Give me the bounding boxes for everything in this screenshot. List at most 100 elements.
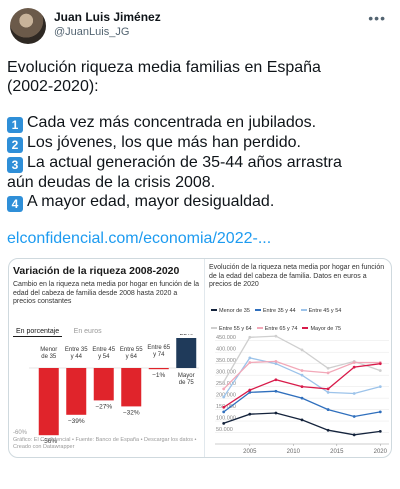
bar-category-label: Entre 65 y 74: [147, 345, 170, 358]
keycap-3-icon: 3: [7, 157, 23, 173]
legend-item: Entre 35 y 44: [254, 308, 296, 314]
bar: [176, 338, 197, 368]
image-card[interactable]: Variación de la riqueza 2008-2020 Cambio…: [8, 258, 392, 458]
data-point: [222, 421, 226, 425]
legend-label: Menor de 35: [219, 308, 250, 314]
y-tick-label: 400.000: [216, 347, 236, 353]
chart-title: Variación de la riqueza 2008-2020: [13, 265, 180, 277]
axis-tick-label: -60%: [13, 430, 28, 436]
bar-value-label: −1%: [152, 372, 165, 379]
tweet-line: (2002-2020):: [7, 78, 99, 95]
legend-label: Entre 45 y 54: [308, 308, 342, 314]
bar-value-label: 25%: [180, 334, 193, 337]
data-point: [326, 408, 330, 411]
y-tick-label: 250.000: [216, 381, 236, 387]
list-item: 2 Los jóvenes, los que más han perdido.: [7, 133, 395, 153]
y-tick-label: 50.000: [216, 427, 233, 433]
x-tick-label: 2010: [287, 449, 301, 455]
data-point: [352, 415, 356, 418]
legend-item: Entre 65 y 74: [256, 326, 297, 332]
data-point: [274, 362, 278, 366]
line-chart-title: Evolución de la riqueza neta media por h…: [209, 264, 385, 288]
y-tick-label: 450.000: [216, 335, 236, 341]
data-point: [222, 410, 226, 414]
bar-category-label: Entre 55 y 64: [120, 347, 143, 360]
data-point: [274, 378, 278, 382]
y-tick-label: 300.000: [216, 370, 236, 376]
line-chart-panel: Evolución de la riqueza neta media por h…: [205, 259, 391, 457]
chart-source: Gráfico: El Confidencial • Fuente: Banco…: [13, 437, 197, 450]
list-item: 1 Cada vez más concentrada en jubilados.: [7, 113, 395, 133]
bar-category-label: Mayor de 75: [178, 373, 195, 386]
tweet-line: Evolución riqueza media familias en Espa…: [7, 59, 321, 76]
bar-value-label: −32%: [123, 409, 140, 416]
data-point: [300, 369, 304, 372]
bar-category-label: Entre 35 y 44: [65, 347, 88, 360]
x-tick-label: 2015: [330, 449, 344, 455]
line-chart: 50.000 100.000 150.000 200.000 250.000 300.00…: [215, 334, 389, 455]
bar-category-label: Menor de 35: [40, 347, 57, 360]
keycap-2-icon: 2: [7, 137, 23, 153]
data-point: [378, 410, 382, 414]
tweet-header: Juan Luis Jiménez @JuanLuis_JG •••: [10, 8, 390, 44]
legend-swatch: [211, 327, 217, 329]
data-point: [300, 348, 304, 352]
data-point: [378, 369, 382, 372]
keycap-1-icon: 1: [7, 117, 23, 133]
data-point: [222, 405, 226, 409]
data-point: [352, 433, 356, 437]
data-point: [300, 418, 304, 422]
data-point: [248, 388, 252, 392]
series-line: [223, 390, 381, 418]
data-point: [222, 387, 226, 391]
data-point: [274, 359, 278, 363]
data-point: [326, 387, 330, 391]
data-point: [248, 412, 252, 416]
article-link[interactable]: elconfidencial.com/economia/2022-...: [7, 230, 272, 247]
data-point: [248, 335, 252, 339]
legend-item: Mayor de 75: [302, 326, 341, 332]
data-point: [378, 429, 382, 433]
legend-label: Entre 55 y 64: [219, 326, 252, 332]
avatar[interactable]: [10, 8, 46, 44]
chart-subtitle: Cambio en la riqueza neta media por hoga…: [13, 281, 200, 305]
bar-value-label: −27%: [95, 403, 112, 410]
tab-euros[interactable]: En euros: [73, 328, 102, 335]
bar: [148, 368, 169, 370]
bar: [121, 368, 142, 407]
chart-legend: Menor de 35 Entre 35 y 44 Entre 45 y 54 Ent…: [211, 299, 391, 335]
list-item-continuation: aún deudas de la crisis 2008.: [7, 174, 216, 191]
data-point: [274, 411, 278, 415]
data-point: [326, 371, 330, 375]
data-point: [248, 361, 252, 364]
y-tick-label: 350.000: [216, 358, 236, 364]
data-point: [300, 373, 304, 377]
data-point: [222, 380, 226, 384]
legend-swatch: [254, 309, 261, 311]
bar: [93, 368, 114, 401]
user-name[interactable]: Juan Luis Jiménez: [54, 10, 161, 24]
y-tick-label: 150.000: [216, 404, 236, 410]
bar: [66, 368, 87, 415]
more-dots-icon[interactable]: •••: [368, 10, 386, 26]
data-point: [274, 389, 278, 393]
x-tick-label: 2020: [374, 449, 388, 455]
data-point: [300, 385, 304, 389]
data-point: [248, 390, 252, 394]
legend-swatch: [302, 327, 309, 329]
tabs: En porcentaje En euros: [13, 320, 109, 337]
y-tick-label: 200.000: [216, 393, 236, 399]
data-point: [248, 356, 252, 360]
data-point: [300, 396, 304, 400]
data-point: [326, 366, 330, 370]
legend-item: Menor de 35: [211, 308, 250, 314]
bar-value-label: −39%: [68, 418, 85, 425]
user-handle[interactable]: @JuanLuis_JG: [54, 26, 130, 38]
x-tick-label: 2005: [243, 449, 257, 455]
data-point: [274, 334, 278, 338]
tweet-text: Evolución riqueza media familias en Espa…: [7, 58, 395, 248]
y-tick-label: 100.000: [216, 416, 236, 422]
data-point: [352, 361, 356, 364]
bar-chart: -60% −56% Menor de 35 −39% Entre 35 y 44 −27% En…: [13, 334, 199, 444]
tab-percentage[interactable]: En porcentaje: [13, 327, 63, 337]
